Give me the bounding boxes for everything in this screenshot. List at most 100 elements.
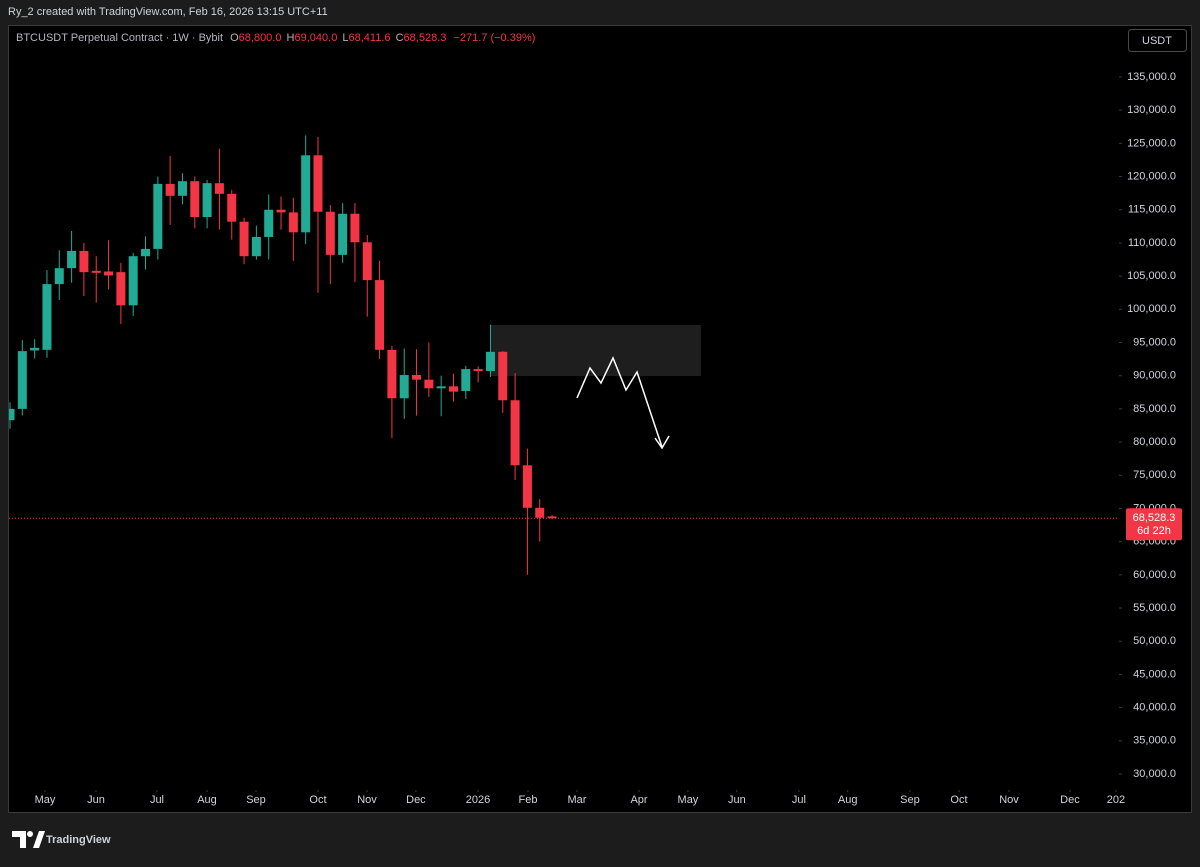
logo: TradingView xyxy=(12,831,111,848)
candle-body xyxy=(91,270,101,273)
y-tick-label: 105,000.0 xyxy=(1127,270,1176,282)
candle-body xyxy=(214,183,224,194)
candle-body xyxy=(424,379,434,389)
y-tick-label: 125,000.0 xyxy=(1127,137,1176,149)
candle-body xyxy=(338,213,348,255)
open-key: O xyxy=(230,32,239,44)
y-tick-label: 120,000.0 xyxy=(1127,170,1176,182)
x-tick-label: Jun xyxy=(87,794,105,806)
candle-body xyxy=(498,351,508,401)
candle-body xyxy=(9,408,15,421)
candle-body xyxy=(399,375,409,399)
x-tick-label: Jul xyxy=(150,794,164,806)
chart-frame xyxy=(8,25,1192,813)
logo-slash xyxy=(33,831,45,848)
candle-body xyxy=(54,268,64,285)
x-tick-label: Feb xyxy=(519,794,538,806)
candle-body xyxy=(153,183,163,249)
candle-body xyxy=(17,351,27,409)
annotations xyxy=(490,325,701,450)
y-tick-label: 90,000.0 xyxy=(1133,370,1176,382)
x-tick-label: Nov xyxy=(999,794,1019,806)
currency-label[interactable]: USDT xyxy=(1142,35,1172,47)
x-tick-label: Nov xyxy=(357,794,377,806)
candle-body xyxy=(128,256,138,306)
candle-body xyxy=(42,284,52,350)
y-tick-label: 80,000.0 xyxy=(1133,436,1176,448)
candle-body xyxy=(473,369,483,372)
y-tick-label: 40,000.0 xyxy=(1133,702,1176,714)
candle-body xyxy=(276,209,286,213)
candle-body xyxy=(227,193,237,222)
candle-body xyxy=(177,181,187,196)
y-tick-label: 110,000.0 xyxy=(1128,237,1176,249)
candle-body xyxy=(251,236,261,257)
candle-body xyxy=(362,242,372,281)
y-tick-label: 45,000.0 xyxy=(1133,668,1176,680)
candle-body xyxy=(67,250,77,269)
x-tick-label: Sep xyxy=(246,794,266,806)
watermark: Ry_2 created with TradingView.com, Feb 1… xyxy=(8,6,328,18)
legend: BTCUSDT Perpetual Contract · 1W · Bybit … xyxy=(16,32,535,44)
candle-body xyxy=(313,155,323,212)
open-value: 68,800.0 xyxy=(239,32,282,44)
y-tick-label: 50,000.0 xyxy=(1133,635,1176,647)
candle-body xyxy=(190,181,200,218)
candle-body xyxy=(325,211,335,255)
candle-body xyxy=(202,183,212,218)
price-label-box xyxy=(1126,508,1182,541)
high-key: H xyxy=(287,32,295,44)
x-tick-label: Oct xyxy=(950,794,967,806)
x-tick-label: Jul xyxy=(792,794,806,806)
arrow-head xyxy=(654,435,670,450)
y-tick-label: 60,000.0 xyxy=(1133,569,1176,581)
y-tick-label: 135,000.0 xyxy=(1127,71,1176,83)
currency-button[interactable] xyxy=(1128,29,1187,52)
candle-body xyxy=(104,271,114,276)
candle-body xyxy=(448,386,458,392)
zone-box xyxy=(490,325,701,376)
x-tick-label: Aug xyxy=(197,794,217,806)
candle-body xyxy=(436,386,446,389)
x-tick-label: May xyxy=(35,794,56,806)
x-tick-label: Jun xyxy=(728,794,746,806)
price-countdown: 6d 22h xyxy=(1137,525,1171,537)
x-tick-label: 202 xyxy=(1107,794,1125,806)
logo-mark xyxy=(12,831,26,848)
change: −271.7 (−0.39%) xyxy=(453,32,535,44)
candle-body xyxy=(375,280,385,350)
candle-body xyxy=(387,349,397,399)
candle-body xyxy=(535,507,545,518)
y-tick-label: 75,000.0 xyxy=(1133,469,1176,481)
candle-body xyxy=(165,183,175,196)
candle-body xyxy=(30,347,40,351)
candle-body xyxy=(522,465,532,508)
low-key: L xyxy=(342,32,348,44)
candle-body xyxy=(510,400,520,466)
projection-path xyxy=(576,356,663,448)
x-tick-label: 2026 xyxy=(466,794,490,806)
x-tick-label: Apr xyxy=(630,794,647,806)
x-tick-label: Aug xyxy=(838,794,858,806)
high-value: 69,040.0 xyxy=(295,32,338,44)
close-key: C xyxy=(396,32,404,44)
y-tick-label: 55,000.0 xyxy=(1133,602,1176,614)
candle-body xyxy=(79,250,89,273)
plot xyxy=(9,135,557,575)
candle-body xyxy=(461,369,471,391)
y-tick-label: 35,000.0 xyxy=(1133,735,1176,747)
close-value: 68,528.3 xyxy=(404,32,447,44)
x-tick-label: Dec xyxy=(406,794,426,806)
x-tick-label: May xyxy=(678,794,699,806)
y-tick-label: 30,000.0 xyxy=(1133,768,1176,780)
logo-dot xyxy=(27,831,33,837)
price-label: 68,528.3 xyxy=(1133,512,1176,524)
y-tick-label: 115,000.0 xyxy=(1128,204,1176,216)
symbol: BTCUSDT Perpetual Contract · 1W · Bybit xyxy=(16,32,223,44)
candle-body xyxy=(141,248,151,257)
candle-body xyxy=(239,221,249,257)
x-tick-label: Oct xyxy=(309,794,326,806)
y-tick-label: 100,000.0 xyxy=(1127,303,1176,315)
